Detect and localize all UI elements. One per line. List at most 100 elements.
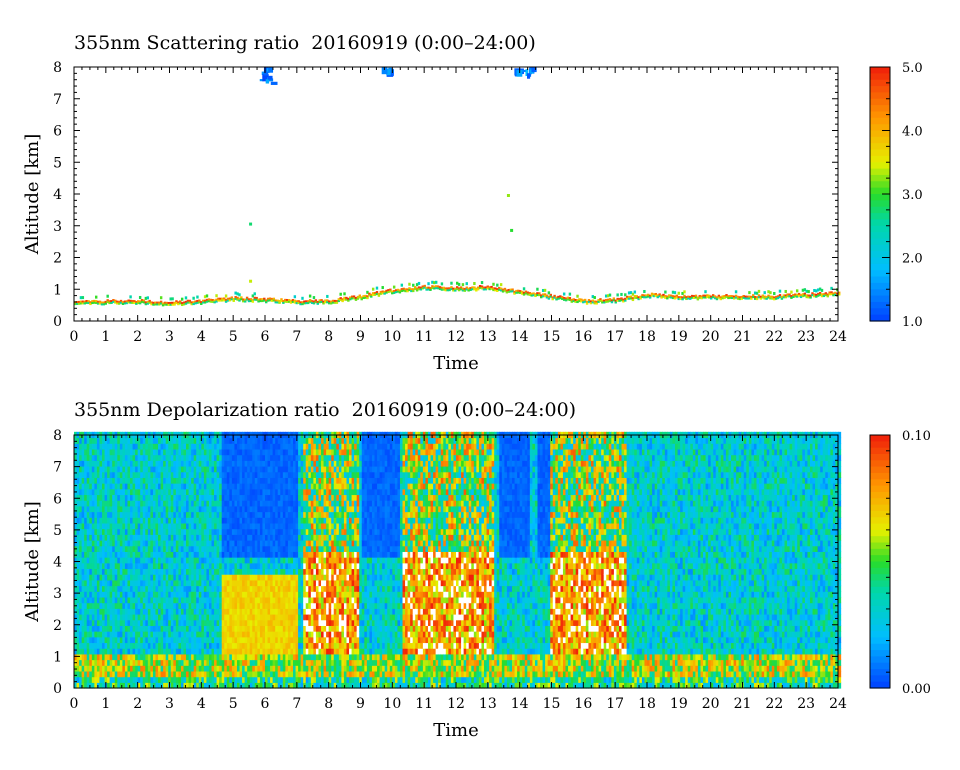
depol-cell <box>104 602 108 609</box>
depol-cell <box>81 465 85 473</box>
layer-speck <box>465 282 468 286</box>
layer-edge <box>339 299 342 302</box>
depol-cell <box>114 631 118 638</box>
depol-cell <box>94 596 98 604</box>
layer-edge <box>778 296 782 299</box>
depol-cell <box>89 676 93 683</box>
depol-cell <box>84 557 88 564</box>
depol-cell <box>81 676 85 683</box>
depol-cell <box>76 437 80 444</box>
layer-edge <box>769 295 772 299</box>
layer-edge <box>301 303 304 306</box>
layer-edge <box>265 299 268 303</box>
depol-cell <box>117 471 121 478</box>
layer-speck <box>767 290 770 294</box>
y-tick-label: 0 <box>53 314 62 330</box>
depol-cell <box>114 471 118 478</box>
layer-edge <box>406 290 409 293</box>
depol-cell <box>81 648 85 655</box>
depol-cell <box>112 465 116 473</box>
layer-edge <box>421 287 425 290</box>
layer-speck <box>433 281 436 285</box>
depol-cell <box>119 562 123 570</box>
depol-cell <box>124 568 129 575</box>
layer-edge <box>410 288 413 292</box>
layer-edge <box>236 296 239 300</box>
layer-edge <box>795 293 799 297</box>
scattering-field <box>74 67 841 307</box>
layer-edge <box>177 301 180 305</box>
depol-cell <box>119 648 123 655</box>
layer-edge <box>478 285 482 289</box>
x-tick-label: 3 <box>165 329 174 345</box>
layer-edge <box>150 301 153 305</box>
layer-edge <box>352 295 356 299</box>
layer-speck <box>106 294 109 298</box>
depol-cell <box>79 437 83 444</box>
depol-cell <box>99 551 103 558</box>
depol-cell <box>96 596 101 604</box>
layer-edge <box>725 295 728 298</box>
layer-edge <box>612 297 616 301</box>
layer-edge <box>391 292 394 295</box>
depol-cell <box>107 505 111 513</box>
depol-cell <box>127 539 131 547</box>
depol-cell <box>76 483 80 490</box>
layer-speck <box>499 283 503 287</box>
depol-cell <box>96 551 101 558</box>
layer-speck <box>803 288 807 292</box>
depol-cell <box>122 528 126 535</box>
depol-cell <box>122 545 126 552</box>
depol-cell <box>132 557 136 564</box>
layer-edge <box>543 293 547 297</box>
layer-edge <box>295 302 298 305</box>
depol-cell <box>99 448 103 456</box>
depol-cell <box>122 443 126 450</box>
depol-cell <box>91 648 95 655</box>
layer-edge <box>830 293 833 296</box>
layer-edge <box>519 291 522 294</box>
layer-speck <box>480 281 484 285</box>
depol-cell <box>114 602 118 609</box>
layer-edge <box>129 301 132 304</box>
depol-cell <box>94 579 98 587</box>
layer-edge <box>381 292 384 295</box>
layer-edge <box>448 289 451 292</box>
layer-edge <box>396 288 400 292</box>
layer-edge <box>436 287 440 290</box>
depol-cell <box>107 579 111 587</box>
depol-cell <box>114 596 118 604</box>
layer-edge <box>727 295 730 299</box>
depol-cell <box>81 517 85 524</box>
depol-cell <box>89 488 93 496</box>
layer-speck <box>184 296 188 300</box>
depol-cell <box>109 659 113 666</box>
depol-cell <box>86 545 90 552</box>
layer-edge <box>589 300 593 304</box>
layer-edge <box>247 298 251 302</box>
depol-cell <box>122 608 126 615</box>
layer-edge <box>95 301 98 304</box>
layer-edge <box>744 297 747 300</box>
depol-cell <box>91 574 95 581</box>
layer-edge <box>457 287 461 291</box>
layer-edge <box>639 295 642 299</box>
layer-edge <box>192 301 195 305</box>
cloud-patch <box>506 194 510 197</box>
depol-cell <box>117 596 121 604</box>
y-tick-label: 7 <box>53 92 62 108</box>
layer-edge <box>608 299 612 302</box>
depol-cell <box>74 500 78 507</box>
layer-edge <box>520 292 524 295</box>
layer-edge <box>773 298 776 301</box>
layer-edge <box>234 296 237 300</box>
layer-edge <box>496 289 499 292</box>
colorbar-cell <box>870 174 890 182</box>
depol-cell <box>130 483 134 490</box>
depol-cell <box>96 619 101 626</box>
depol-cell <box>86 665 90 672</box>
layer-edge <box>429 287 432 291</box>
layer-edge <box>276 299 279 303</box>
layer-edge <box>771 295 774 299</box>
layer-edge <box>184 302 188 305</box>
